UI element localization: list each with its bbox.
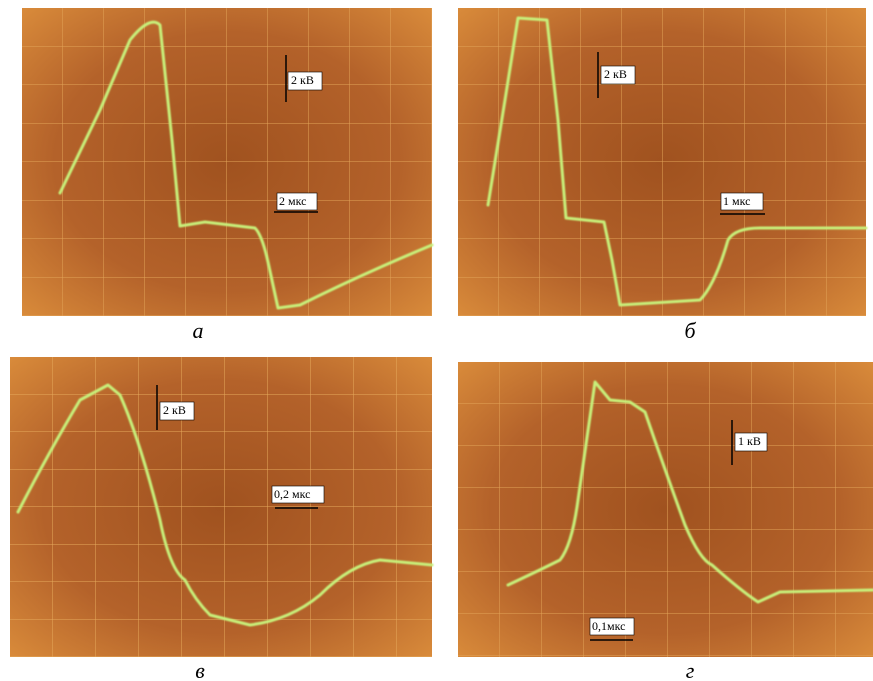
time-scale: 0,2 мкс bbox=[274, 487, 310, 501]
volt-scale: 2 кВ bbox=[291, 73, 314, 87]
grid bbox=[10, 357, 432, 657]
waveform bbox=[506, 380, 873, 604]
caption: б bbox=[684, 318, 696, 343]
panel-c: 2 кВ 0,2 мкс в bbox=[10, 357, 434, 681]
label-box bbox=[287, 71, 323, 91]
volt-scale: 2 кВ bbox=[163, 403, 186, 417]
waveform bbox=[16, 383, 434, 627]
label-box bbox=[600, 65, 636, 85]
time-scale: 0,1мкс bbox=[592, 619, 625, 633]
label-box bbox=[271, 485, 325, 504]
label-box bbox=[734, 432, 768, 452]
waveform bbox=[486, 16, 868, 307]
label-box bbox=[159, 401, 195, 421]
caption: а bbox=[193, 318, 204, 343]
panel-a: 2 кВ 2 мкс а bbox=[22, 8, 434, 343]
volt-scale: 1 кВ bbox=[738, 434, 761, 448]
panel-b: 2 кВ 1 мкс б bbox=[458, 8, 868, 343]
grid bbox=[458, 8, 866, 316]
volt-scale: 2 кВ bbox=[604, 67, 627, 81]
time-scale: 1 мкс bbox=[723, 194, 750, 208]
caption: г bbox=[686, 658, 695, 681]
label-box bbox=[720, 192, 764, 211]
panel-d: 1 кВ 0,1мкс г bbox=[458, 362, 873, 681]
waveform bbox=[58, 20, 434, 310]
time-scale: 2 мкс bbox=[279, 194, 306, 208]
label-box bbox=[276, 192, 318, 211]
label-box bbox=[589, 617, 635, 636]
grid bbox=[458, 362, 873, 657]
caption: в bbox=[195, 658, 205, 681]
grid bbox=[22, 8, 432, 316]
